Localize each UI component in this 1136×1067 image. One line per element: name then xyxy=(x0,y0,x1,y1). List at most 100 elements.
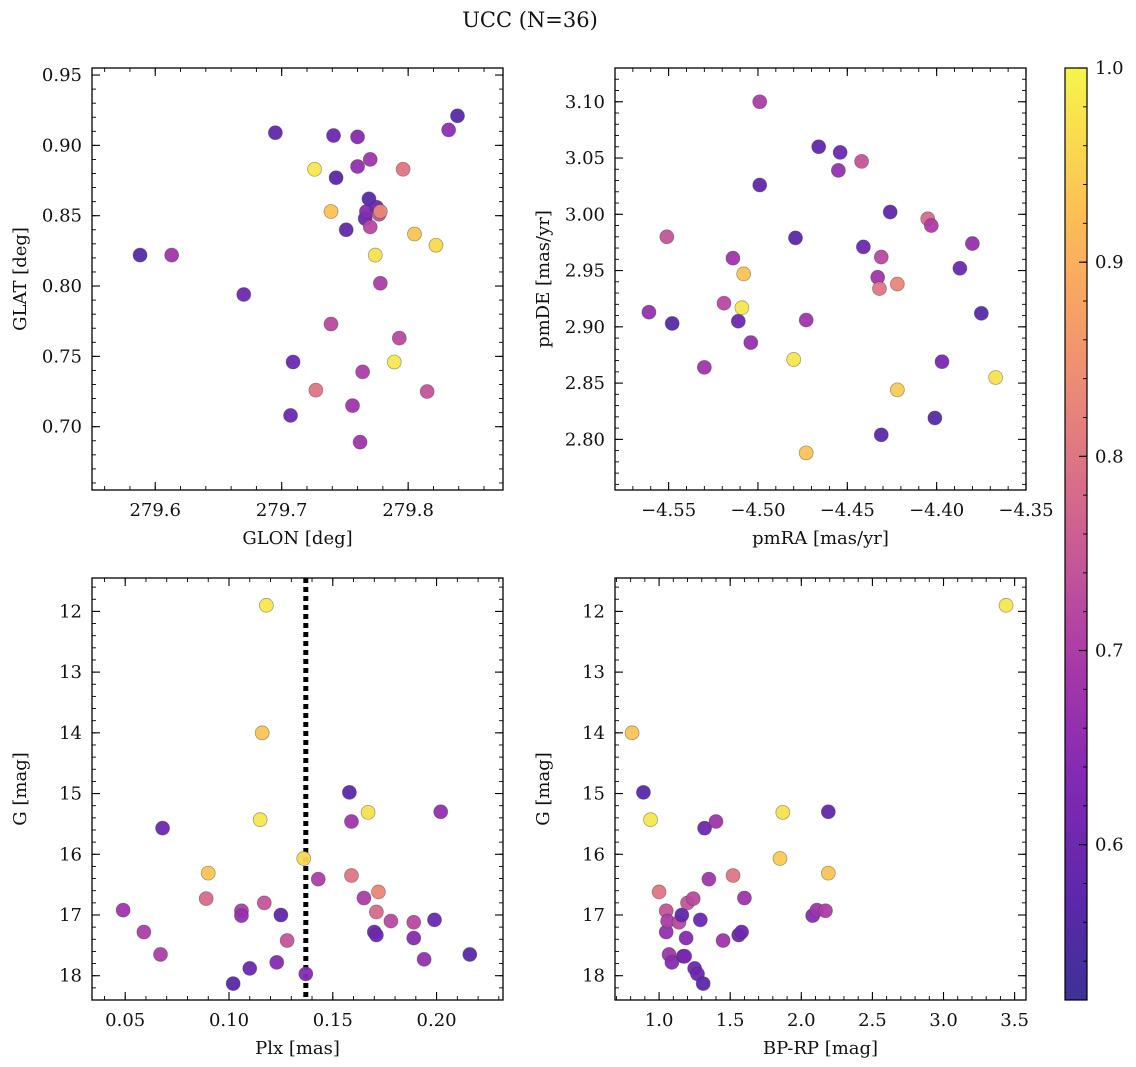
scatter-point xyxy=(298,966,314,982)
figure-title: UCC (N=36) xyxy=(462,8,598,32)
scatter-point xyxy=(716,295,732,311)
y-tick-label: 18 xyxy=(582,966,605,987)
scatter-point xyxy=(641,304,657,320)
scatter-point xyxy=(743,335,759,350)
scatter-point xyxy=(788,230,803,246)
scatter-point xyxy=(715,933,731,948)
scatter-point xyxy=(855,239,871,255)
scatter-point xyxy=(737,890,752,906)
scatter-point xyxy=(164,247,180,263)
scatter-point xyxy=(368,904,384,920)
scatter-points xyxy=(115,578,478,1000)
scatter-point xyxy=(798,445,814,461)
scatter-point xyxy=(873,249,889,265)
scatter-point xyxy=(350,159,365,174)
scatter-point xyxy=(407,226,422,242)
scatter-point xyxy=(372,204,388,219)
y-axis-label: pmDE [mas/yr] xyxy=(533,210,554,348)
x-tick-label: 279.6 xyxy=(129,500,181,521)
scatter-point xyxy=(927,410,943,426)
y-axis-label: G [mag] xyxy=(533,752,554,825)
x-axis-label: GLON [deg] xyxy=(242,528,352,549)
scatter-point xyxy=(811,139,827,155)
scatter-point xyxy=(772,851,788,866)
scatter-point xyxy=(356,890,372,906)
scatter-point xyxy=(386,354,402,370)
panel-bprp-g: 1.0 1.5 2.0 2.5 3.0 3.5 12 13 14 15 16 17 18 BP-RP [m… xyxy=(533,577,1029,1059)
scatter-point xyxy=(267,125,283,141)
scatter-point xyxy=(736,266,752,282)
scatter-point xyxy=(406,914,422,930)
scatter-point xyxy=(734,924,749,940)
scatter-point xyxy=(355,364,371,380)
scatter-point xyxy=(820,865,836,881)
scatter-point xyxy=(854,154,869,169)
y-tick-label: 3.00 xyxy=(565,204,605,225)
scatter-point xyxy=(115,902,131,918)
scatter-point xyxy=(283,408,298,423)
scatter-point xyxy=(323,316,339,332)
scatter-point xyxy=(988,370,1004,385)
scatter-point xyxy=(307,161,322,177)
scatter-point xyxy=(882,204,898,220)
scatter-point xyxy=(345,398,360,414)
scatter-point xyxy=(798,312,814,328)
y-tick-label: 0.95 xyxy=(42,65,82,86)
scatter-point xyxy=(416,951,432,967)
scatter-point xyxy=(934,354,950,370)
y-tick-label: 12 xyxy=(59,601,82,622)
y-tick-label: 15 xyxy=(59,784,82,805)
colorbar: 0.6 0.7 0.8 0.9 1.0 xyxy=(1064,58,1124,1001)
scatter-point xyxy=(820,804,836,820)
x-tick-label: 3.0 xyxy=(929,1010,958,1031)
scatter-point xyxy=(242,961,258,976)
panel-plx-g: 0.05 0.10 0.15 0.20 12 13 14 15 16 17 18 Plx [mas] G… xyxy=(10,577,504,1059)
axes-frame xyxy=(91,67,504,491)
y-tick-label: 15 xyxy=(582,784,605,805)
scatter-point xyxy=(323,204,339,219)
scatter-point xyxy=(873,427,889,443)
scatter-point xyxy=(952,260,968,276)
scatter-point xyxy=(696,359,712,375)
scatter-point xyxy=(367,247,383,263)
scatter-point xyxy=(279,933,295,948)
scatter-point xyxy=(328,170,344,186)
x-tick-label: 1.0 xyxy=(645,1010,674,1031)
scatter-points xyxy=(132,108,465,450)
y-tick-label: 0.85 xyxy=(42,206,82,227)
x-axis-label: BP-RP [mag] xyxy=(763,1038,878,1059)
scatter-point xyxy=(697,820,712,836)
colorbar-tick-label: 0.6 xyxy=(1095,835,1124,856)
scatter-point xyxy=(725,250,741,266)
x-tick-label: 279.8 xyxy=(382,500,434,521)
scatter-point xyxy=(964,236,980,251)
scatter-point xyxy=(708,814,724,829)
y-tick-label: 2.85 xyxy=(565,373,605,394)
x-tick-label: 0.15 xyxy=(313,1010,353,1031)
scatter-point xyxy=(677,948,693,964)
scatter-point xyxy=(258,597,274,613)
scatter-points xyxy=(641,94,1004,461)
scatter-point xyxy=(256,895,272,911)
y-tick-label: 0.75 xyxy=(42,346,82,367)
scatter-point xyxy=(310,871,326,887)
scatter-point xyxy=(234,908,249,923)
scatter-point xyxy=(254,725,270,741)
scatter-point xyxy=(832,144,848,160)
scatter-point xyxy=(659,229,675,245)
scatter-point xyxy=(341,784,357,800)
scatter-point xyxy=(692,912,708,928)
axes-frame xyxy=(614,67,1027,491)
colorbar-tick-label: 0.7 xyxy=(1095,641,1124,662)
x-tick-label: 279.7 xyxy=(256,500,308,521)
scatter-point xyxy=(889,276,905,292)
y-tick-label: 16 xyxy=(59,844,82,865)
scatter-point xyxy=(155,820,170,836)
y-tick-label: 18 xyxy=(59,966,82,987)
scatter-point xyxy=(326,128,341,143)
scatter-point xyxy=(636,784,651,800)
scatter-point xyxy=(678,930,694,946)
scatter-point xyxy=(362,152,378,167)
scatter-point xyxy=(775,804,791,820)
minor-ticks xyxy=(614,67,1027,490)
